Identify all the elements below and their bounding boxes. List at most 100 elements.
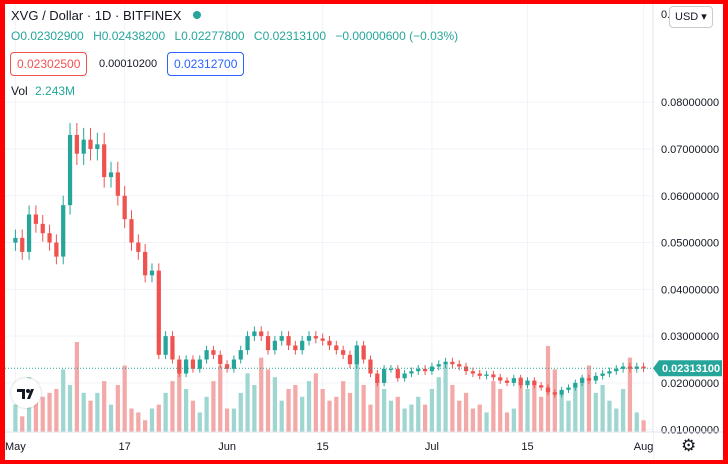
candle-body <box>108 172 114 178</box>
candle-body <box>20 237 25 252</box>
price-chart[interactable]: 0.01000000 0.02000000 0.03000000 0.04000000… <box>5 4 723 460</box>
volume-bar <box>627 357 633 432</box>
volume-bar <box>443 361 448 432</box>
volume-bar <box>320 388 325 432</box>
volume-bar <box>395 396 400 432</box>
candle-body <box>498 377 503 381</box>
symbol-title[interactable]: XVG / Dollar · 1D · BITFINEX <box>11 8 182 23</box>
volume-bar <box>477 404 482 432</box>
candle-body <box>341 350 346 355</box>
candle-body <box>382 368 387 383</box>
buy-price-button[interactable]: 0.02312700 <box>167 52 245 76</box>
candle-body <box>525 380 530 386</box>
volume-bar <box>265 369 271 432</box>
volume-legend[interactable]: Vol 2.243M <box>11 84 75 98</box>
volume-bar <box>620 388 626 432</box>
volume-bar <box>136 412 141 432</box>
volume-bar <box>102 381 107 432</box>
volume-bar <box>607 400 612 432</box>
volume-bar <box>361 385 366 432</box>
volume-bar <box>416 396 421 432</box>
currency-button[interactable]: USD ▾ <box>669 6 713 28</box>
candle-body <box>511 378 516 383</box>
volume-bar <box>143 420 148 432</box>
candle-body <box>539 385 544 388</box>
candle-body <box>347 354 353 365</box>
volume-bar <box>313 373 318 432</box>
volume-bar <box>177 365 182 432</box>
candle-body <box>238 350 243 360</box>
candle-body <box>95 144 100 150</box>
price-axis[interactable]: 0.01000000 0.02000000 0.03000000 0.04000000… <box>652 4 723 460</box>
candle-body <box>67 134 73 206</box>
candle-body <box>620 366 626 369</box>
candle-body <box>450 361 455 365</box>
candle-body <box>197 359 202 369</box>
candle-body <box>457 364 462 367</box>
candle-body <box>586 378 592 381</box>
candle-body <box>409 371 414 374</box>
candle-body <box>368 359 373 374</box>
volume-bar <box>341 381 346 432</box>
candle-body <box>129 219 134 243</box>
volume-bar <box>115 385 120 432</box>
candle-body <box>115 172 120 196</box>
candle-body <box>211 350 216 355</box>
volume-bar <box>272 377 277 432</box>
close-value: C0.02313100 <box>253 29 326 43</box>
sell-price-button[interactable]: 0.02302500 <box>10 52 88 76</box>
candle-body <box>566 387 571 390</box>
candle-body <box>81 139 86 154</box>
candle-body <box>600 373 605 376</box>
gear-icon[interactable]: ⚙ <box>681 436 697 455</box>
candle-body <box>190 359 196 369</box>
volume-bar <box>525 388 530 432</box>
volume-bar <box>95 392 100 432</box>
candle-body <box>614 368 619 372</box>
volume-bar <box>539 396 544 432</box>
volume-bar <box>641 420 646 432</box>
volume-bar <box>218 365 223 432</box>
volume-bar <box>252 385 257 432</box>
candle-body <box>504 380 510 383</box>
volume-bar <box>327 400 332 432</box>
candle-body <box>375 373 380 383</box>
candle-body <box>26 214 32 252</box>
volume-bar <box>573 385 578 432</box>
candle-body <box>552 392 557 395</box>
price-tick-label: 0.07000000 <box>661 144 719 156</box>
volume-bar <box>457 400 462 432</box>
candle-body <box>136 242 141 252</box>
price-axis-background <box>653 4 723 460</box>
volume-bar <box>388 400 394 432</box>
tradingview-logo-icon[interactable] <box>11 378 41 408</box>
time-tick-label: May <box>5 441 26 453</box>
candle-body <box>306 336 312 341</box>
volume-bar <box>20 416 25 432</box>
volume-bar <box>354 349 359 432</box>
volume-bar <box>600 385 605 432</box>
candle-body <box>334 345 339 351</box>
time-axis[interactable]: May 17 Jun 15 Jul 15 Aug <box>5 431 723 460</box>
chart-panel[interactable]: 0.01000000 0.02000000 0.03000000 0.04000000… <box>5 4 723 460</box>
volume-bar <box>163 392 168 432</box>
volume-bar <box>40 396 45 432</box>
time-tick-label: 15 <box>317 441 329 453</box>
market-open-dot-icon <box>193 11 202 19</box>
volume-bar <box>402 408 407 432</box>
candle-body <box>491 374 496 378</box>
candle-body <box>470 371 476 374</box>
candle-body <box>463 366 469 372</box>
candle-body <box>272 340 277 351</box>
candle-body <box>231 359 237 369</box>
volume-bar <box>306 381 312 432</box>
change-value: −0.00000600 (−0.03%) <box>335 29 459 43</box>
symbol-legend[interactable]: XVG / Dollar · 1D · BITFINEX <box>11 8 202 23</box>
candle-body <box>422 368 428 372</box>
volume-bar <box>409 404 414 432</box>
volume-bar <box>156 404 161 432</box>
last-price-tag: 0.02313100 <box>653 360 722 377</box>
volume-bar <box>593 392 598 432</box>
volume-bar <box>450 385 455 432</box>
volume-bar <box>614 408 619 432</box>
